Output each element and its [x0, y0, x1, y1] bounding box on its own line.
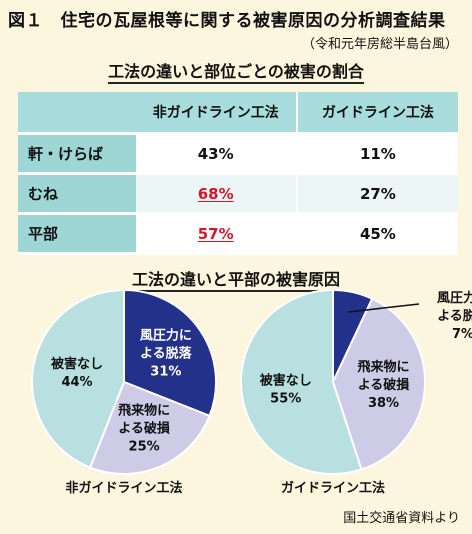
slice-value: 55% — [270, 391, 301, 406]
slice-value: 7% — [452, 327, 472, 342]
column-header-guideline: ガイドライン工法 — [295, 92, 458, 135]
pie-slice — [331, 297, 426, 471]
table-row: 軒・けらば 43% 11% — [18, 133, 458, 175]
row-label: 平部 — [18, 213, 136, 255]
table-cell: 11% — [295, 133, 458, 175]
pie-section-title: 工法の違いと平部の被害原因 — [0, 266, 472, 292]
table-header-row: 非ガイドライン工法 ガイドライン工法 — [18, 92, 458, 135]
pie-slice — [123, 290, 217, 418]
table-row: 平部 57% 45% — [18, 213, 458, 255]
slice-label: 風圧力に — [140, 328, 192, 344]
table-title: 工法の違いと部位ごとの被害の割合 — [0, 58, 472, 84]
table-corner-cell — [18, 92, 136, 135]
leader-line — [348, 303, 420, 313]
pie-caption: 非ガイドライン工法 — [65, 480, 182, 496]
source-credit: 国土交通省資料より — [343, 511, 460, 526]
pie-charts: 風圧力による脱落31%飛来物による破損25%被害なし44%非ガイドライン工法風圧… — [31, 290, 472, 496]
column-header-non-guideline: 非ガイドライン工法 — [135, 92, 297, 135]
table-cell: 45% — [295, 213, 458, 255]
figure-subtitle: （令和元年房総半島台風） — [301, 37, 458, 52]
pie-slice — [31, 290, 125, 469]
slice-value: 44% — [61, 375, 92, 390]
pie-slice — [88, 380, 211, 475]
pie-caption: ガイドライン工法 — [281, 480, 385, 496]
slice-label: 飛来物に — [356, 359, 409, 375]
pie-section-title-text: 工法の違いと平部の被害原因 — [131, 270, 340, 292]
table-cell: 57% — [135, 213, 297, 255]
slice-value: 31% — [150, 365, 181, 380]
slice-label: よる破損 — [118, 420, 171, 436]
table-cell: 27% — [295, 173, 458, 215]
table-row: むね 68% 27% — [18, 173, 458, 215]
slice-label: よる脱落 — [140, 346, 193, 362]
table-cell: 68% — [135, 173, 297, 215]
table-title-text: 工法の違いと部位ごとの被害の割合 — [108, 62, 364, 84]
pie-slice — [240, 290, 363, 475]
slice-label: 飛来物に — [117, 402, 170, 418]
slice-value: 25% — [129, 439, 160, 454]
table-body: 軒・けらば 43% 11% むね 68% 27% 平部 57% 45% — [18, 133, 458, 255]
slice-label: よる破損 — [358, 377, 411, 393]
slice-label: 被害なし — [50, 356, 103, 372]
table-cell: 43% — [135, 133, 297, 175]
slice-value: 38% — [368, 396, 399, 411]
row-label: 軒・けらば — [18, 133, 136, 175]
slice-label: 風圧力に — [437, 290, 472, 306]
damage-ratio-table: 非ガイドライン工法 ガイドライン工法 軒・けらば 43% 11% むね 68% 27% 平部… — [18, 92, 458, 255]
slice-label: よる脱落 — [437, 308, 472, 324]
slice-label: 被害なし — [259, 372, 312, 388]
row-label: むね — [18, 173, 136, 215]
figure-title: 図１ 住宅の瓦屋根等に関する被害原因の分析調査結果 — [8, 11, 446, 31]
